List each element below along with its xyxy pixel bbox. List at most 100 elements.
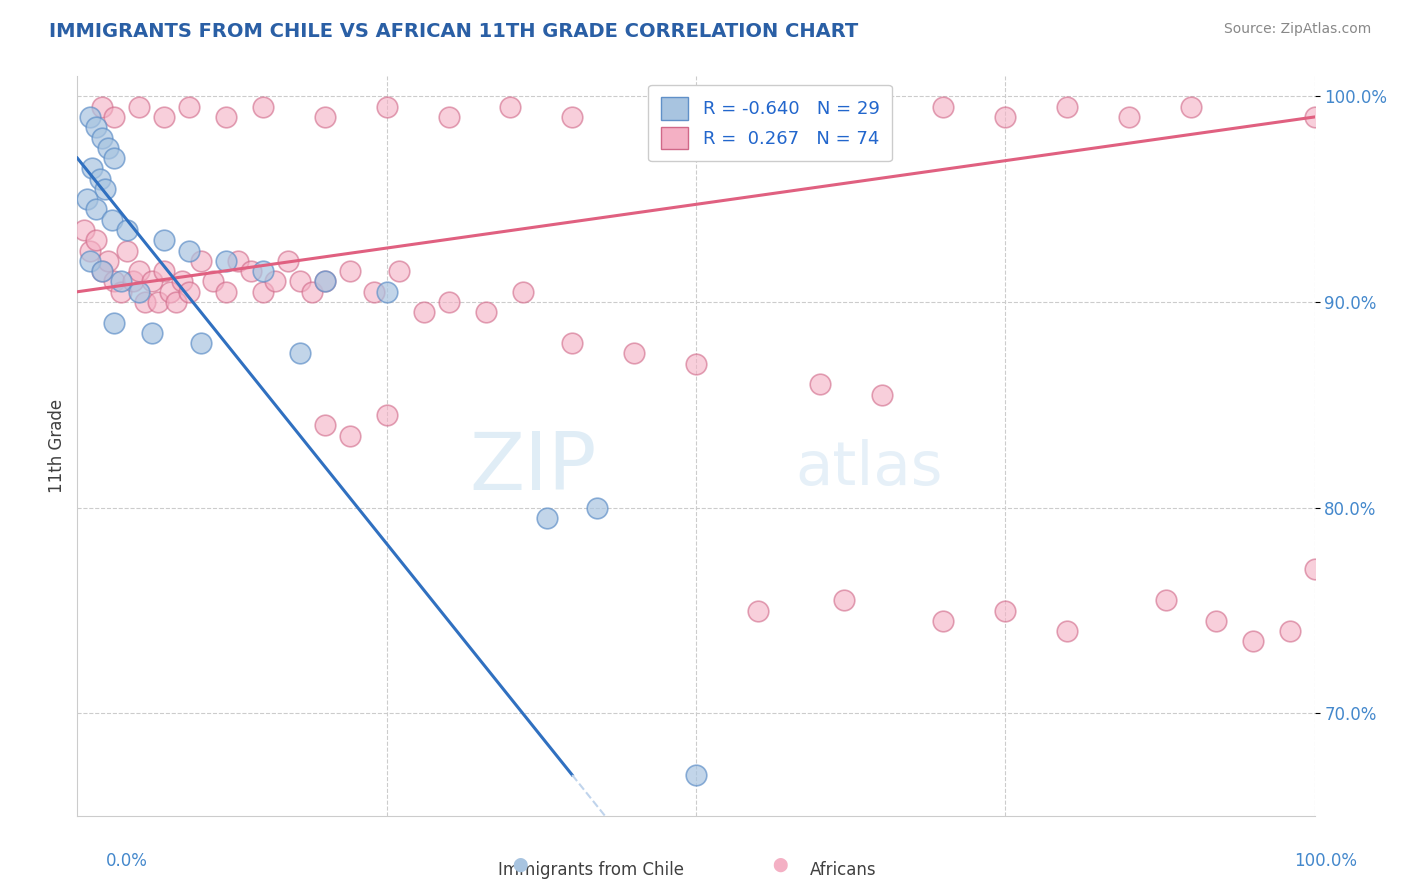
Point [110,275,132,289]
Point [994,603,1017,617]
Point [134,295,156,310]
Point [84,233,107,247]
Point [1056,100,1078,114]
Point [437,110,460,124]
Point [314,275,336,289]
Point [1205,614,1227,628]
Point [685,357,707,371]
Point [141,326,163,340]
Point [375,100,398,114]
Point [561,110,583,124]
Point [1154,593,1177,607]
Point [97,253,120,268]
Point [1303,110,1326,124]
Point [165,295,187,310]
Point [561,336,583,351]
Point [586,500,609,515]
Point [91,100,114,114]
Text: ⬤: ⬤ [512,858,529,872]
Point [808,377,831,392]
Point [363,285,385,299]
Text: 100.0%: 100.0% [1294,852,1357,870]
Point [79,110,101,124]
Text: 0.0%: 0.0% [105,852,148,870]
Text: Immigrants from Chile: Immigrants from Chile [498,861,683,879]
Point [536,511,558,525]
Point [252,285,274,299]
Point [215,110,238,124]
Point [288,275,311,289]
Text: atlas: atlas [794,439,942,498]
Point [128,100,150,114]
Legend: R = -0.640   N = 29, R =  0.267   N = 74: R = -0.640 N = 29, R = 0.267 N = 74 [648,85,891,161]
Point [115,244,138,258]
Point [747,603,769,617]
Point [1180,100,1202,114]
Text: ZIP: ZIP [470,429,598,508]
Point [177,285,200,299]
Point [89,171,111,186]
Point [994,110,1017,124]
Point [375,285,398,299]
Point [93,182,115,196]
Point [388,264,411,278]
Point [808,110,831,124]
Point [84,202,107,217]
Point [437,295,460,310]
Point [103,110,125,124]
Point [79,244,101,258]
Point [84,120,107,135]
Point [91,264,114,278]
Point [685,768,707,782]
Point [103,316,125,330]
Point [314,110,336,124]
Point [623,346,645,360]
Point [202,275,225,289]
Text: ⬤: ⬤ [772,858,789,872]
Point [79,253,101,268]
Point [288,346,311,360]
Point [277,253,299,268]
Point [103,275,125,289]
Point [252,100,274,114]
Point [1303,562,1326,576]
Point [103,151,125,165]
Point [264,275,287,289]
Point [141,275,163,289]
Point [314,418,336,433]
Point [177,100,200,114]
Point [339,264,361,278]
Point [172,275,194,289]
Point [314,275,336,289]
Point [215,253,238,268]
Point [512,285,534,299]
Point [115,223,138,237]
Point [1056,624,1078,638]
Point [226,253,249,268]
Text: Source: ZipAtlas.com: Source: ZipAtlas.com [1223,22,1371,37]
Text: IMMIGRANTS FROM CHILE VS AFRICAN 11TH GRADE CORRELATION CHART: IMMIGRANTS FROM CHILE VS AFRICAN 11TH GR… [49,22,859,41]
Point [301,285,323,299]
Point [834,593,856,607]
Point [82,161,104,176]
Point [72,223,94,237]
Point [153,110,176,124]
Y-axis label: 11th Grade: 11th Grade [48,399,66,493]
Point [474,305,496,319]
Text: Africans: Africans [810,861,877,879]
Point [146,295,169,310]
Point [91,130,114,145]
Point [153,264,176,278]
Point [339,428,361,442]
Point [110,285,132,299]
Point [499,100,522,114]
Point [252,264,274,278]
Point [1241,634,1264,648]
Point [932,100,955,114]
Point [190,336,212,351]
Point [97,141,120,155]
Point [190,253,212,268]
Point [91,264,114,278]
Point [412,305,434,319]
Point [153,233,176,247]
